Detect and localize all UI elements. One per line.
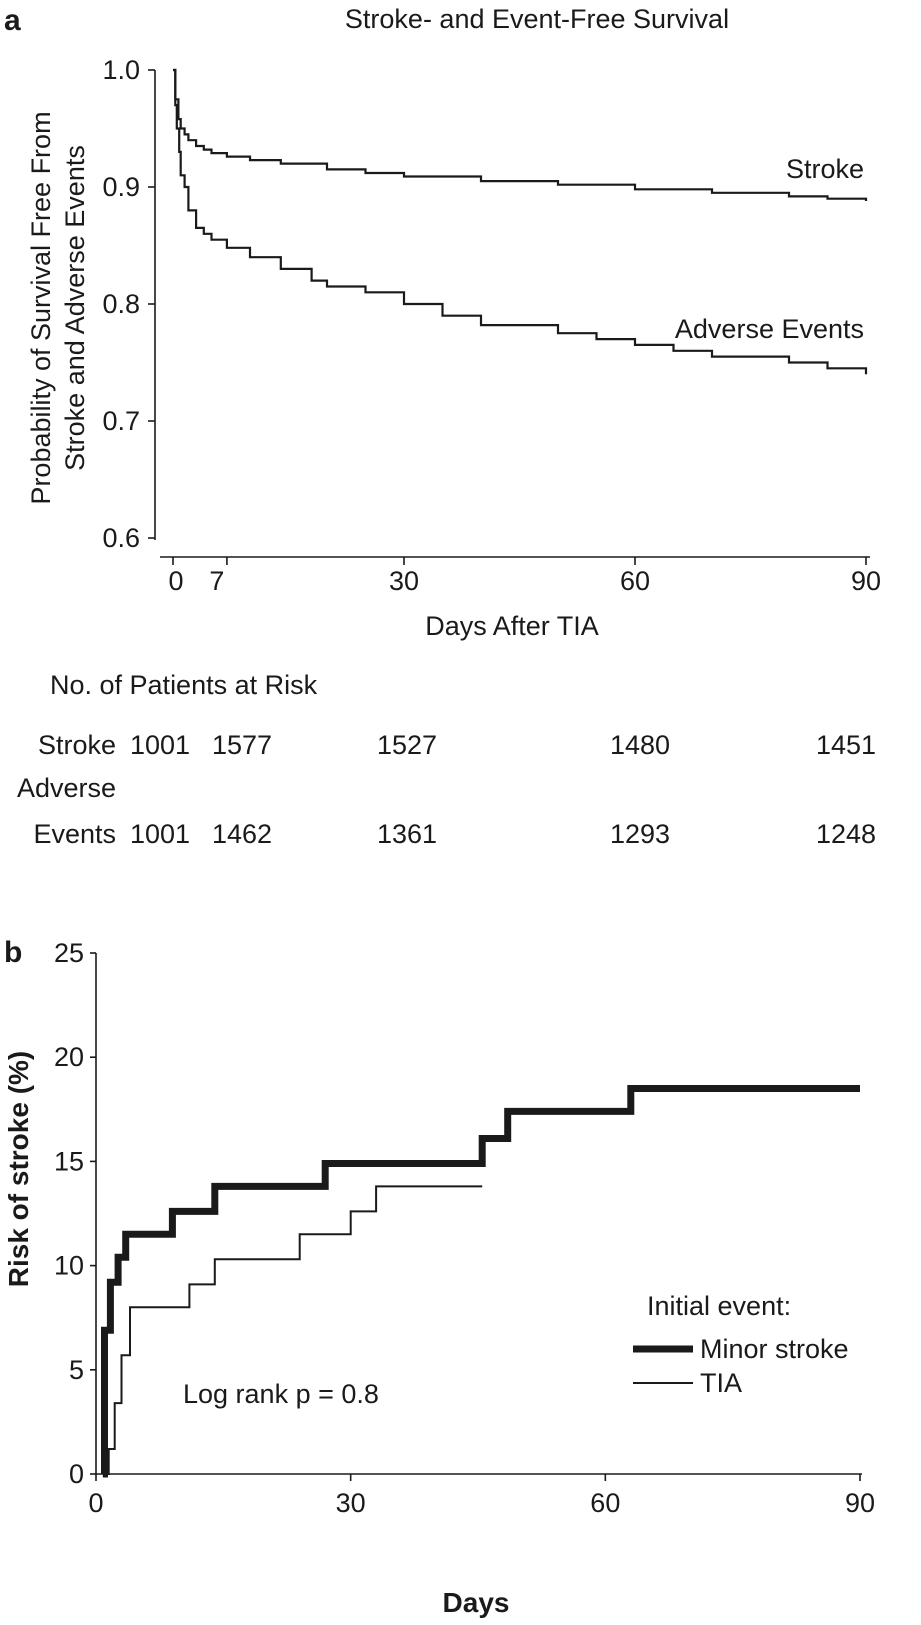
risk-row-label-adverse: Adverse — [17, 773, 116, 803]
x-tick-label: 30 — [336, 1488, 366, 1518]
panel-a: a Stroke- and Event-Free Survival Probab… — [4, 4, 881, 641]
panel-a-ylabel-line2: Stroke and Adverse Events — [60, 145, 90, 471]
y-tick-label: 20 — [54, 1042, 84, 1072]
legend-label-tia: TIA — [700, 1368, 742, 1398]
legend-title: Initial event: — [647, 1291, 791, 1321]
x-tick-label: 90 — [851, 566, 881, 596]
legend: Initial event: Minor stroke TIA — [633, 1291, 849, 1398]
panel-a-ylabel-line1: Probability of Survival Free From — [26, 111, 56, 504]
risk-row-label-stroke: Stroke — [38, 730, 116, 760]
risk-cell: 1451 — [816, 730, 876, 760]
risk-cell: 1577 — [212, 730, 272, 760]
panel-b-ylabel: Risk of stroke (%) — [3, 1051, 34, 1288]
y-tick-label: 1.0 — [102, 55, 140, 85]
risk-cell: 1361 — [377, 819, 437, 849]
series-label-adverse-events: Adverse Events — [675, 314, 864, 344]
panel-a-xlabel: Days After TIA — [425, 611, 599, 641]
x-tick-label: 0 — [168, 566, 183, 596]
panel-a-x-ticks: 0 7 30 60 90 — [168, 557, 881, 596]
x-tick-label: 60 — [620, 566, 650, 596]
panel-a-ylabel: Probability of Survival Free From Stroke… — [26, 111, 90, 504]
risk-cell: 1001 — [130, 730, 190, 760]
risk-cell: 1293 — [610, 819, 670, 849]
risk-table: No. of Patients at Risk Stroke 1001 1577… — [17, 670, 876, 849]
y-tick-label: 0.6 — [102, 523, 140, 553]
risk-cell: 1480 — [610, 730, 670, 760]
y-tick-label: 0 — [69, 1459, 84, 1489]
panel-a-title: Stroke- and Event-Free Survival — [345, 4, 729, 34]
x-tick-label: 0 — [88, 1488, 103, 1518]
panel-b-x-ticks: 0 30 60 90 — [88, 1474, 875, 1518]
x-tick-label: 90 — [845, 1488, 875, 1518]
panel-a-y-ticks: 0.6 0.7 0.8 0.9 1.0 — [102, 55, 155, 553]
y-tick-label: 10 — [54, 1251, 84, 1281]
series-label-stroke: Stroke — [786, 154, 864, 184]
risk-table-heading: No. of Patients at Risk — [50, 670, 318, 700]
risk-cell: 1248 — [816, 819, 876, 849]
panel-b-letter: b — [4, 936, 22, 969]
x-tick-label: 30 — [389, 566, 419, 596]
risk-row-label-events: Events — [33, 819, 116, 849]
risk-cell: 1001 — [130, 819, 190, 849]
y-tick-label: 0.8 — [102, 289, 140, 319]
log-rank-annotation: Log rank p = 0.8 — [183, 1379, 379, 1409]
y-tick-label: 0.9 — [102, 172, 140, 202]
series-line-minor-stroke — [101, 1085, 860, 1478]
series-line-stroke — [173, 68, 868, 201]
y-tick-label: 25 — [54, 938, 84, 968]
risk-cell: 1527 — [377, 730, 437, 760]
panel-b-xlabel: Days — [443, 1587, 510, 1618]
panel-b-y-ticks: 0 5 10 15 20 25 — [54, 938, 96, 1489]
y-tick-label: 15 — [54, 1146, 84, 1176]
series-line-adverse-events — [173, 68, 868, 375]
y-tick-label: 0.7 — [102, 406, 140, 436]
series-line-tia — [104, 1185, 483, 1475]
y-tick-label: 5 — [69, 1355, 84, 1385]
risk-cell: 1462 — [212, 819, 272, 849]
legend-label-minor-stroke: Minor stroke — [700, 1334, 849, 1364]
panel-a-letter: a — [4, 4, 21, 37]
x-tick-label: 60 — [590, 1488, 620, 1518]
x-tick-label: 7 — [209, 566, 224, 596]
